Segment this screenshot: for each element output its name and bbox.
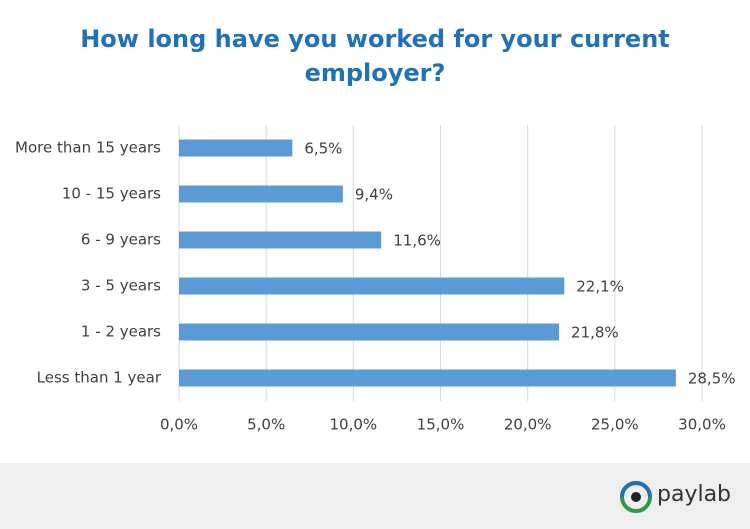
x-tick-label: 25,0% <box>591 416 639 434</box>
brand: paylab <box>657 482 732 507</box>
y-tick-label: 1 - 2 years <box>81 323 161 341</box>
x-tick-label: 5,0% <box>247 416 285 434</box>
footer: paylab <box>0 463 750 529</box>
value-label: 28,5% <box>688 370 736 388</box>
value-label: 22,1% <box>576 278 624 296</box>
bar <box>179 185 343 203</box>
y-tick-label: 3 - 5 years <box>81 277 161 295</box>
bar <box>179 323 560 341</box>
bar <box>179 231 382 249</box>
x-tick-label: 0,0% <box>160 416 198 434</box>
bar <box>179 277 565 295</box>
bar <box>179 139 293 157</box>
x-tick-label: 15,0% <box>417 416 465 434</box>
x-tick-label: 10,0% <box>330 416 378 434</box>
y-tick-label: Less than 1 year <box>37 369 162 387</box>
chart-title: How long have you worked for your curren… <box>80 25 670 87</box>
bar <box>179 369 676 387</box>
value-label: 21,8% <box>571 324 619 342</box>
chart: 0,0% 5,0% 10,0% 15,0% 20,0% 25,0% 30,0% More th… <box>15 125 736 434</box>
value-label: 9,4% <box>355 186 393 204</box>
value-label: 6,5% <box>304 140 342 158</box>
logo <box>620 481 652 513</box>
value-label: 11,6% <box>393 232 441 250</box>
x-tick-label: 20,0% <box>504 416 552 434</box>
x-tick-label: 30,0% <box>678 416 726 434</box>
y-tick-label: 10 - 15 years <box>62 185 161 203</box>
y-tick-label: More than 15 years <box>15 139 161 157</box>
y-tick-label: 6 - 9 years <box>81 231 161 249</box>
